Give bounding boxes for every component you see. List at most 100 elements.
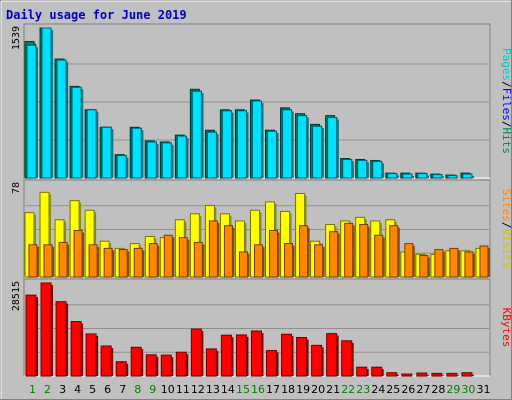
bar-shadow bbox=[141, 130, 144, 178]
bar-shadow bbox=[141, 349, 144, 376]
bar-fill bbox=[416, 372, 428, 377]
bar-fill bbox=[103, 247, 113, 278]
bar-shadow bbox=[457, 250, 460, 277]
bar-shadow bbox=[126, 363, 129, 376]
series-axis-label-middle: Sites/Visits bbox=[500, 189, 512, 269]
bar-fill bbox=[220, 334, 232, 377]
bar-shadow bbox=[441, 176, 444, 178]
bar-fill bbox=[163, 234, 173, 278]
bar-fill bbox=[341, 340, 353, 377]
bar-sites bbox=[344, 222, 355, 278]
bar-kbytes bbox=[311, 344, 324, 377]
bar-fill bbox=[342, 158, 353, 179]
bar-fill bbox=[311, 344, 323, 377]
bar-fill bbox=[250, 330, 262, 377]
axis-label-separator: / bbox=[500, 121, 512, 128]
bar-shadow bbox=[216, 134, 219, 178]
bar-fill bbox=[145, 354, 157, 377]
bar-shadow bbox=[156, 143, 159, 178]
x-tick-label: 6 bbox=[104, 383, 111, 396]
bar-pages bbox=[236, 110, 249, 179]
bar-fill bbox=[85, 333, 97, 377]
bar-fill bbox=[133, 247, 143, 278]
bar-fill bbox=[55, 301, 67, 377]
axis-label-files: Files bbox=[500, 88, 512, 121]
bar-kbytes bbox=[220, 334, 234, 377]
bar-sites bbox=[178, 237, 190, 278]
bar-kbytes bbox=[175, 351, 189, 377]
bar-shadow bbox=[367, 226, 370, 277]
bar-shadow bbox=[366, 369, 369, 376]
bar-fill bbox=[73, 230, 83, 278]
bar-fill bbox=[115, 361, 127, 377]
bar-fill bbox=[314, 244, 324, 278]
bar-shadow bbox=[112, 250, 115, 277]
panels-group: 1539Pages/Files/Hits78Sites/Visits28515K… bbox=[11, 23, 512, 377]
x-tick-label: 10 bbox=[161, 383, 175, 396]
bar-pages bbox=[131, 127, 144, 179]
bar-fill bbox=[464, 251, 474, 278]
bar-shadow bbox=[37, 246, 39, 277]
bar-fill bbox=[88, 244, 98, 278]
bar-fill bbox=[86, 109, 97, 179]
x-tick-label: 23 bbox=[356, 383, 370, 396]
bar-shadow bbox=[186, 354, 189, 376]
bar-sites bbox=[419, 255, 430, 278]
bar-shadow bbox=[111, 129, 114, 178]
bar-fill bbox=[43, 244, 53, 278]
bar-kbytes bbox=[160, 354, 174, 377]
bar-shadow bbox=[381, 163, 384, 178]
bar-shadow bbox=[352, 225, 355, 277]
bar-sites bbox=[359, 224, 370, 278]
bar-kbytes bbox=[25, 294, 38, 377]
axis-label-kbytes: KBytes bbox=[500, 308, 512, 348]
bar-shadow bbox=[66, 62, 69, 178]
bar-kbytes bbox=[446, 372, 459, 377]
x-tick-label: 26 bbox=[401, 383, 415, 396]
bar-sites bbox=[148, 243, 160, 278]
bar-shadow bbox=[96, 335, 99, 376]
bar-sites bbox=[284, 243, 295, 278]
x-tick-label: 8 bbox=[134, 383, 141, 396]
bar-kbytes bbox=[190, 328, 204, 377]
bar-sites bbox=[464, 251, 475, 278]
x-tick-label: 18 bbox=[281, 383, 295, 396]
bar-fill bbox=[449, 247, 459, 278]
bar-kbytes bbox=[40, 282, 54, 377]
bar-fill bbox=[251, 100, 262, 179]
bar-pages bbox=[56, 59, 69, 179]
bar-fill bbox=[221, 110, 232, 179]
bar-sites bbox=[193, 241, 205, 278]
bar-shadow bbox=[351, 342, 354, 376]
bar-shadow bbox=[412, 245, 415, 277]
bar-sites bbox=[118, 249, 130, 278]
bar-sites bbox=[238, 251, 250, 278]
bar-shadow bbox=[426, 375, 429, 376]
bar-pages bbox=[86, 109, 99, 179]
bar-shadow bbox=[246, 336, 249, 376]
bar-sites bbox=[389, 225, 400, 278]
bar-shadow bbox=[472, 253, 475, 277]
bar-shadow bbox=[277, 232, 280, 277]
bar-fill bbox=[297, 115, 308, 179]
bar-sites bbox=[73, 230, 85, 278]
bar-shadow bbox=[276, 352, 279, 376]
bar-fill bbox=[26, 44, 37, 179]
bar-shadow bbox=[201, 331, 204, 376]
bar-kbytes bbox=[55, 301, 69, 377]
bar-kbytes bbox=[341, 340, 354, 377]
axis-label-pages: Pages bbox=[500, 48, 512, 81]
bar-fill bbox=[402, 173, 413, 179]
bar-shadow bbox=[142, 250, 145, 277]
x-tick-label: 24 bbox=[371, 383, 385, 396]
bar-pages bbox=[342, 158, 354, 179]
bar-pages bbox=[282, 109, 294, 179]
bar-shadow bbox=[232, 227, 235, 277]
bar-pages bbox=[161, 142, 174, 179]
bar-sites bbox=[103, 247, 115, 278]
bar-shadow bbox=[246, 112, 249, 178]
x-tick-label: 27 bbox=[416, 383, 430, 396]
x-tick-label: 9 bbox=[149, 383, 156, 396]
bar-shadow bbox=[441, 375, 444, 376]
bar-sites bbox=[404, 243, 415, 278]
